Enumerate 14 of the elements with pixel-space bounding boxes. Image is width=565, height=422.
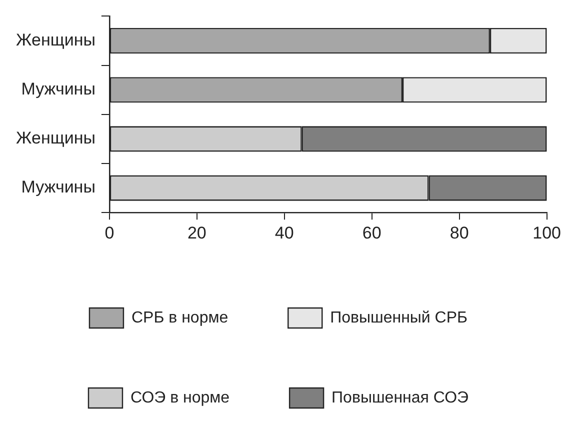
y-tick-label: Женщины: [16, 128, 96, 148]
x-tick-label: 60: [362, 223, 382, 242]
x-tick-label: 80: [450, 223, 469, 242]
x-tick-label: 0: [104, 223, 114, 242]
legend-label: СРБ в норме: [131, 309, 228, 326]
x-tick-label: 20: [187, 223, 206, 242]
y-tick-label: Мужчины: [21, 80, 96, 99]
legend-label: Повышенный СРБ: [330, 309, 468, 326]
y-tick-label: Женщины: [16, 30, 96, 50]
x-tick-label: 100: [532, 223, 562, 242]
y-tick-label: Мужчины: [21, 178, 96, 197]
legend-label: СОЭ в норме: [130, 389, 230, 406]
legend-label: Повышенная СОЭ: [332, 389, 469, 406]
x-tick-label: 40: [274, 223, 294, 242]
